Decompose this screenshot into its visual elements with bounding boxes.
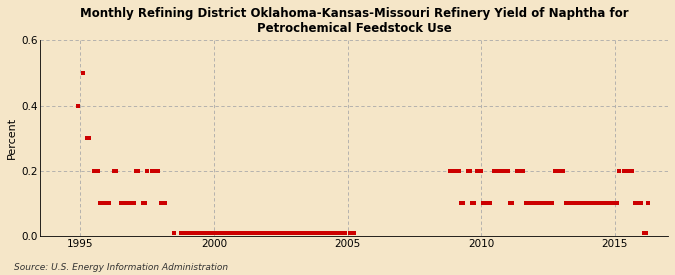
Text: Source: U.S. Energy Information Administration: Source: U.S. Energy Information Administ… (14, 263, 227, 272)
Y-axis label: Percent: Percent (7, 117, 17, 159)
Title: Monthly Refining District Oklahoma-Kansas-Missouri Refinery Yield of Naphtha for: Monthly Refining District Oklahoma-Kansa… (80, 7, 628, 35)
